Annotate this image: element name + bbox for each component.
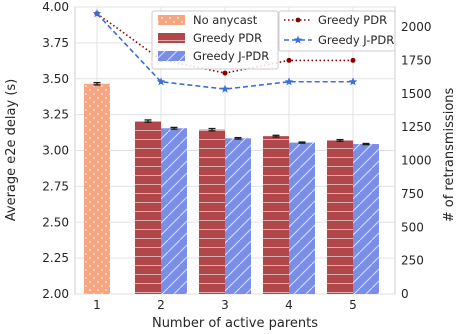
left-y-tick-label: 2.00 xyxy=(42,287,69,301)
legend-entry-greedy-pdr-line: Greedy PDR xyxy=(284,13,387,27)
bar-hatch-no-anycast xyxy=(84,83,110,295)
marker-greedy-j-pdr xyxy=(348,77,358,86)
legend-entry-greedy-jpdr-line: Greedy J-PDR xyxy=(284,33,394,47)
line-greedy-j-pdr xyxy=(96,13,353,90)
right-y-tick-label: 500 xyxy=(401,220,424,234)
bar-hatch-greedy-pdr xyxy=(199,129,225,294)
x-tick-label: 1 xyxy=(93,298,101,312)
marker-greedy-pdr xyxy=(350,57,356,63)
left-y-axis-label: Average e2e delay (s) xyxy=(4,79,19,222)
legend-lines-frame xyxy=(278,10,396,52)
left-y-tick-label: 4.00 xyxy=(42,0,69,14)
left-y-tick-labels: 2.00 2.25 2.50 2.75 3.00 3.25 3.50 3.75 4.00 xyxy=(42,0,69,301)
legend-lines: Greedy PDR Greedy J-PDR xyxy=(278,10,396,52)
legend-bars: No anycast Greedy PDR Greedy J-PDR xyxy=(151,10,279,70)
legend-entry-no-anycast: No anycast xyxy=(158,13,258,27)
marker-greedy-pdr xyxy=(222,70,228,76)
x-axis-label: Number of active parents xyxy=(152,316,318,331)
bar-hatch-greedy-pdr xyxy=(263,136,289,294)
marker-greedy-j-pdr xyxy=(220,84,230,93)
legend-entry-greedy-pdr-bar: Greedy PDR xyxy=(158,31,262,45)
bar-hatch-greedy-j-pdr xyxy=(225,138,251,294)
bar-hatch-greedy-j-pdr xyxy=(353,144,379,294)
right-y-tick-label: 0 xyxy=(401,287,409,301)
x-tick-labels: 1 2 3 4 5 xyxy=(93,298,357,312)
bar-hatch-greedy-pdr xyxy=(135,121,161,295)
legend-label-greedy-jpdr-line: Greedy J-PDR xyxy=(318,33,394,47)
right-y-tick-labels: 0 250 500 750 1000 1250 1500 1750 2000 xyxy=(401,20,432,301)
legend-swatch-no-anycast-hatch xyxy=(158,15,185,25)
legend-swatch-greedy-pdr-bar-hatch xyxy=(158,33,185,43)
right-y-axis-label: # of retransmissions xyxy=(442,87,457,222)
right-y-tick-label: 1250 xyxy=(401,120,432,134)
marker-greedy-j-pdr xyxy=(284,77,294,86)
legend-marker-greedy-pdr xyxy=(295,17,301,23)
marker-greedy-pdr xyxy=(286,57,292,63)
bar-hatch-greedy-j-pdr xyxy=(161,128,187,294)
bar-hatch-greedy-j-pdr xyxy=(289,142,315,294)
right-y-tick-label: 250 xyxy=(401,254,424,268)
legend-swatch-greedy-jpdr-bar-hatch xyxy=(158,51,185,61)
legend-marker-greedy-jpdr xyxy=(293,35,303,44)
bars xyxy=(84,81,379,295)
left-y-tick-label: 3.75 xyxy=(42,36,69,50)
legend-label-greedy-pdr-line: Greedy PDR xyxy=(318,13,387,27)
x-tick-label: 4 xyxy=(285,298,293,312)
right-y-tick-label: 1750 xyxy=(401,53,432,67)
left-y-tick-label: 3.50 xyxy=(42,72,69,86)
right-y-tick-label: 750 xyxy=(401,187,424,201)
legend-label-greedy-jpdr-bar: Greedy J-PDR xyxy=(193,49,269,63)
bar-hatch-greedy-pdr xyxy=(327,140,353,294)
left-y-tick-label: 3.25 xyxy=(42,108,69,122)
legend-entry-greedy-jpdr-bar: Greedy J-PDR xyxy=(158,49,269,63)
left-y-tick-label: 2.25 xyxy=(42,251,69,265)
marker-greedy-j-pdr xyxy=(156,77,166,86)
right-y-tick-label: 1000 xyxy=(401,154,432,168)
left-y-tick-label: 2.50 xyxy=(42,215,69,229)
left-y-tick-label: 3.00 xyxy=(42,144,69,158)
x-tick-label: 3 xyxy=(221,298,229,312)
x-tick-label: 5 xyxy=(349,298,357,312)
right-y-tick-label: 1500 xyxy=(401,87,432,101)
legend-label-greedy-pdr-bar: Greedy PDR xyxy=(193,31,262,45)
x-tick-label: 2 xyxy=(157,298,165,312)
marker-greedy-j-pdr xyxy=(92,9,102,18)
right-y-tick-label: 2000 xyxy=(401,20,432,34)
left-y-tick-label: 2.75 xyxy=(42,179,69,193)
legend-label-no-anycast: No anycast xyxy=(193,13,258,27)
